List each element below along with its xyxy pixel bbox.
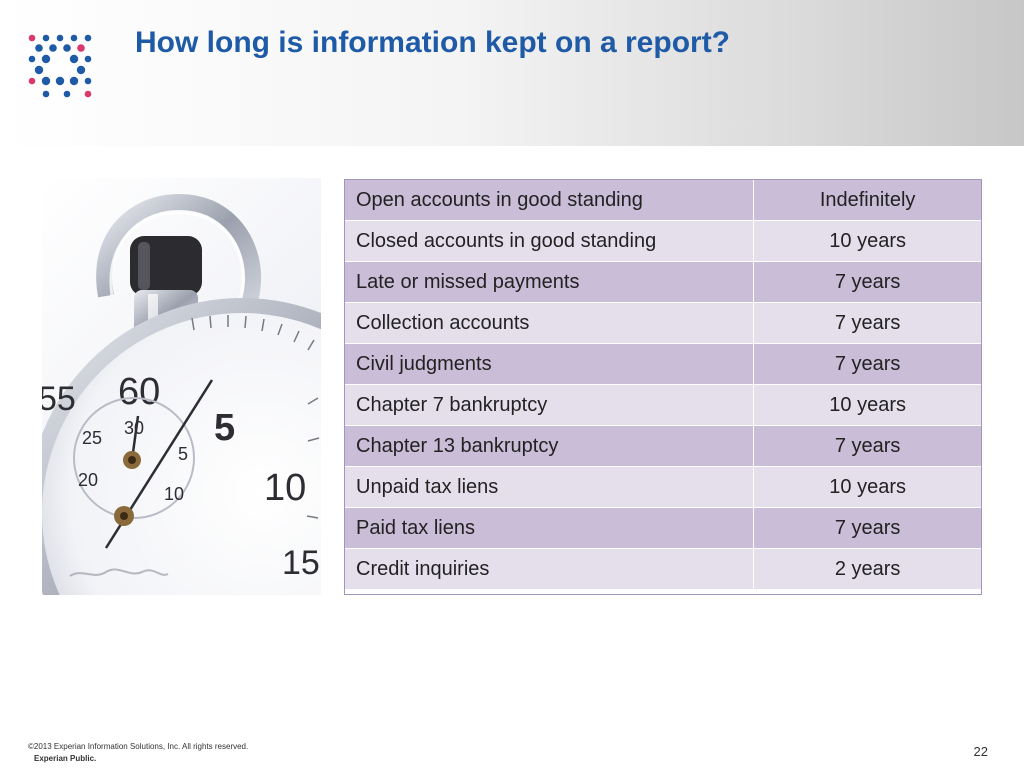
table-cell-item: Credit inquiries	[343, 548, 755, 590]
header-band	[0, 0, 1024, 146]
table-cell-duration: 10 years	[753, 384, 982, 426]
table-cell-item: Open accounts in good standing	[343, 179, 755, 221]
table-cell-item: Chapter 13 bankruptcy	[343, 425, 755, 467]
table-cell-duration: 2 years	[753, 548, 982, 590]
table-cell-duration: 7 years	[753, 425, 982, 467]
table-cell-item: Paid tax liens	[343, 507, 755, 549]
dial-label: 25	[82, 428, 102, 448]
table-row: Unpaid tax liens 10 years	[343, 466, 982, 508]
table-row: Late or missed payments 7 years	[343, 261, 982, 303]
table-cell-item: Chapter 7 bankruptcy	[343, 384, 755, 426]
table-cell-item: Closed accounts in good standing	[343, 220, 755, 262]
dial-label: 5	[214, 407, 235, 449]
dial-label: 30	[124, 418, 144, 438]
table-cell-duration: 10 years	[753, 466, 982, 508]
table-row: Closed accounts in good standing 10 year…	[343, 220, 982, 262]
stopwatch-photo: 55 60 5 10 15 30 25 5 20 10	[42, 178, 321, 595]
dial-label: 60	[118, 371, 160, 413]
dial-label: 5	[178, 444, 188, 464]
page-title: How long is information kept on a report…	[135, 26, 731, 59]
table-cell-duration: 7 years	[753, 343, 982, 385]
table-row: Credit inquiries 2 years	[343, 548, 982, 590]
table-cell-item: Late or missed payments	[343, 261, 755, 303]
experian-dot-logo-icon	[28, 34, 92, 98]
table-row: Chapter 13 bankruptcy 7 years	[343, 425, 982, 467]
dial-label: 55	[42, 380, 76, 418]
dial-label: 10	[164, 484, 184, 504]
stopwatch-icon: 55 60 5 10 15 30 25 5 20 10	[42, 193, 321, 595]
table-row: Chapter 7 bankruptcy 10 years	[343, 384, 982, 426]
table-row: Collection accounts 7 years	[343, 302, 982, 344]
dial-label: 10	[264, 467, 306, 509]
table-row: Open accounts in good standing Indefinit…	[343, 179, 982, 221]
retention-table: Open accounts in good standing Indefinit…	[343, 179, 982, 590]
table-cell-duration: 10 years	[753, 220, 982, 262]
table-cell-duration: 7 years	[753, 261, 982, 303]
table-cell-duration: 7 years	[753, 507, 982, 549]
table-row: Civil judgments 7 years	[343, 343, 982, 385]
table-cell-duration: Indefinitely	[753, 179, 982, 221]
table-cell-item: Civil judgments	[343, 343, 755, 385]
page-number: 22	[973, 744, 988, 759]
dial-label: 20	[78, 470, 98, 490]
table-cell-item: Unpaid tax liens	[343, 466, 755, 508]
table-cell-duration: 7 years	[753, 302, 982, 344]
table-cell-item: Collection accounts	[343, 302, 755, 344]
footer-classification: Experian Public.	[34, 754, 97, 763]
table-row: Paid tax liens 7 years	[343, 507, 982, 549]
footer-copyright: ©2013 Experian Information Solutions, In…	[28, 742, 249, 751]
dial-label: 15	[282, 544, 320, 582]
